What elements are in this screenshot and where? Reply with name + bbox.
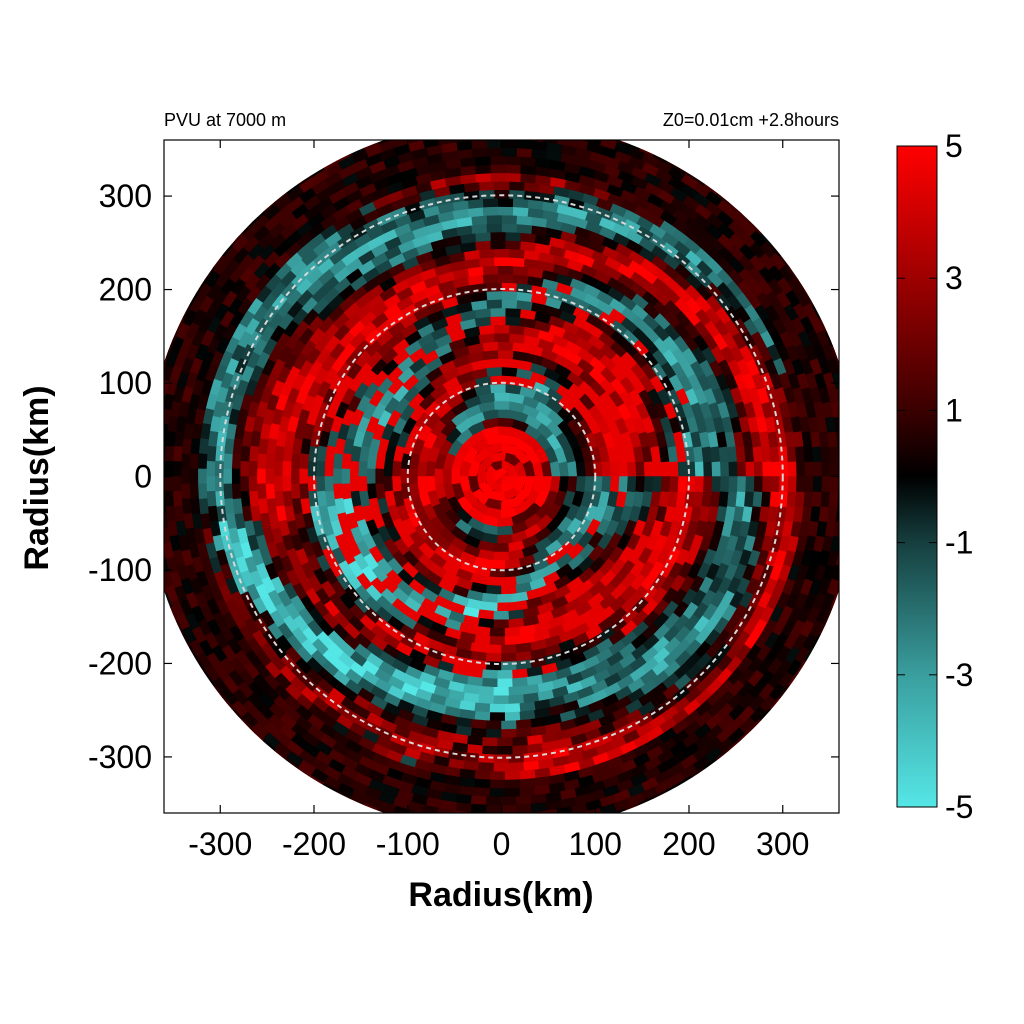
reference-circle-200km [313, 288, 690, 665]
x-axis-label: Radius(km) [408, 876, 593, 914]
y-tick-label: -100 [88, 552, 152, 588]
pv-field [164, 140, 839, 813]
y-tick-label: 0 [134, 459, 152, 495]
colorbar-tick-label: 1 [945, 392, 963, 428]
x-tick-label: -300 [188, 826, 252, 862]
title-left: PVU at 7000 m [164, 110, 286, 130]
plot-area [164, 140, 839, 813]
reference-circles [219, 194, 784, 759]
x-tick-label: 300 [756, 826, 809, 862]
colorbar-tick-label: -1 [945, 525, 973, 561]
colorbar-ticks: 5 3 1 -1 -3 -5 [897, 128, 973, 825]
y-tick-label: -200 [88, 645, 152, 681]
x-axis: -300 -200 -100 0 100 200 300 [188, 140, 809, 862]
colorbar-tick-label: -3 [945, 657, 973, 693]
y-tick-label: 100 [99, 365, 152, 401]
colorbar-tick-label: 5 [945, 128, 963, 164]
x-tick-label: -200 [282, 826, 346, 862]
y-axis: 300 200 100 0 -100 -200 -300 [88, 178, 839, 775]
colorbar-gradient [896, 145, 938, 808]
x-tick-label: -100 [376, 826, 440, 862]
colorbar: 5 3 1 -1 -3 -5 [896, 128, 973, 825]
y-tick-label: -300 [88, 739, 152, 775]
reference-circle-100km [406, 381, 597, 572]
x-tick-label: 0 [493, 826, 511, 862]
y-tick-label: 200 [99, 272, 152, 308]
reference-circle-300km [219, 194, 784, 759]
x-tick-label: 200 [662, 826, 715, 862]
x-tick-label: 100 [569, 826, 622, 862]
colorbar-tick-label: -5 [945, 789, 973, 825]
y-tick-label: 300 [99, 178, 152, 214]
y-axis-label: Radius(km) [18, 385, 56, 570]
title-right: Z0=0.01cm +2.8hours [663, 110, 839, 130]
colorbar-tick-label: 3 [945, 260, 963, 296]
